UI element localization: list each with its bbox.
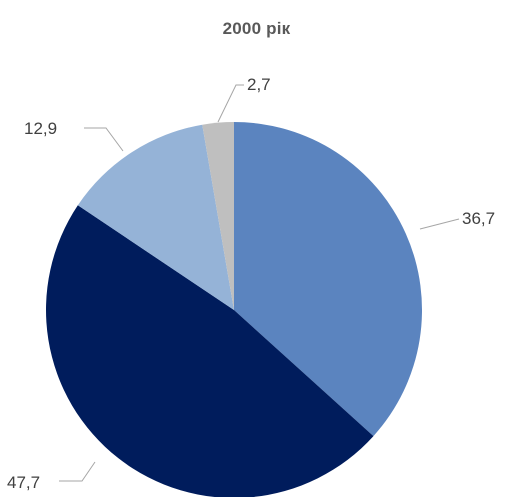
leader-line-3 bbox=[84, 127, 124, 152]
leader-line-2 bbox=[59, 461, 96, 482]
leader-line-4 bbox=[217, 84, 244, 123]
pie-slice-2 bbox=[46, 205, 374, 497]
pie-slices bbox=[46, 122, 423, 497]
data-label-4: 2,7 bbox=[247, 75, 271, 94]
pie-slice-4 bbox=[202, 122, 234, 310]
chart-title: 2000 рік bbox=[222, 19, 291, 38]
pie-slice-1 bbox=[234, 122, 423, 437]
data-label-1: 36,7 bbox=[462, 209, 495, 228]
data-label-3: 12,9 bbox=[24, 119, 57, 138]
data-label-2: 47,7 bbox=[7, 473, 40, 492]
leader-lines bbox=[59, 84, 460, 482]
leader-line-1 bbox=[419, 218, 460, 230]
pie-slice-3 bbox=[77, 124, 234, 310]
data-labels: 36,7 47,7 12,9 2,7 bbox=[7, 75, 495, 492]
